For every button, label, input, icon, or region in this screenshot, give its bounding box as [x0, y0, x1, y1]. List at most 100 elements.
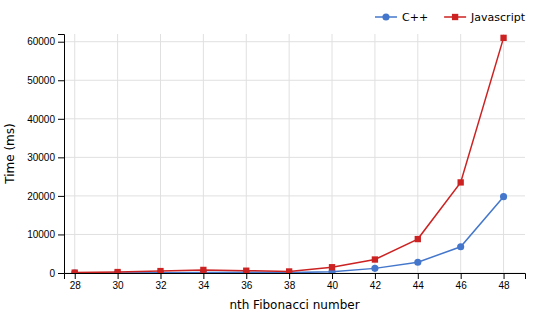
- grid-line: [74, 34, 75, 273]
- legend-swatch: [382, 13, 389, 20]
- plot-area: [71, 35, 507, 273]
- tick-mark: [246, 273, 247, 279]
- grid-line: [203, 34, 204, 273]
- marker: [371, 265, 378, 272]
- marker: [243, 268, 249, 273]
- tick-label: 30: [113, 280, 125, 291]
- tick-label: 30000: [27, 152, 55, 163]
- grid: [64, 34, 525, 273]
- grid-line: [374, 34, 375, 273]
- marker: [114, 269, 120, 273]
- tick-label: 44: [413, 280, 425, 291]
- tick: 42: [370, 273, 382, 291]
- tick-label: 0: [49, 268, 55, 279]
- y-axis: 0 10000 20000 30000 40000 50000 60000: [27, 35, 64, 279]
- legend-item: C++: [375, 11, 428, 24]
- x-axis: 28 30 32 34 36 38 40 42 44 46 48: [65, 273, 526, 291]
- tick: 30: [113, 273, 125, 291]
- tick-label: 34: [198, 280, 210, 291]
- tick: 32: [155, 273, 167, 291]
- tick-label: 60000: [27, 36, 55, 47]
- tick-mark: [332, 273, 333, 279]
- grid-line: [64, 234, 525, 235]
- tick-label: 42: [370, 280, 382, 291]
- tick-label: 38: [284, 280, 296, 291]
- grid-line: [64, 41, 525, 42]
- marker: [71, 269, 78, 273]
- grid-line: [117, 34, 118, 273]
- grid-line: [332, 34, 333, 273]
- legend-swatch: [452, 14, 458, 20]
- tick: 46: [456, 273, 468, 291]
- tick-mark: [58, 234, 64, 235]
- tick-mark: [160, 273, 161, 279]
- tick-label: 48: [498, 280, 510, 291]
- marker: [72, 269, 78, 273]
- axis-line: [65, 274, 526, 280]
- y-axis-title: Time (ms): [3, 123, 17, 185]
- marker: [414, 259, 421, 266]
- marker: [372, 256, 378, 262]
- tick-label: 20000: [27, 191, 55, 202]
- legend-item: Javascript: [444, 11, 526, 24]
- x-axis-title: nth Fibonacci number: [229, 298, 359, 312]
- marker: [457, 243, 464, 250]
- tick: 34: [198, 273, 210, 291]
- tick: 20000: [27, 191, 64, 202]
- grid-line: [64, 195, 525, 196]
- tick-mark: [75, 273, 76, 279]
- grid-line: [503, 34, 504, 273]
- tick-mark: [58, 157, 64, 158]
- grid-line: [160, 34, 161, 273]
- tick-mark: [58, 273, 64, 274]
- legend-label: C++: [402, 11, 428, 24]
- grid-line: [460, 34, 461, 273]
- line: [75, 38, 504, 273]
- tick: 60000: [27, 36, 64, 47]
- tick: 44: [413, 273, 425, 291]
- tick-label: 40000: [27, 114, 55, 125]
- tick: 0: [49, 268, 64, 279]
- marker: [157, 268, 163, 273]
- marker: [500, 35, 506, 41]
- chart: 28 30 32 34 36 38 40 42 44 46 48 0 10000 20000 30000 40…: [0, 0, 541, 317]
- tick: 40: [327, 273, 339, 291]
- marker: [458, 179, 464, 185]
- tick: 38: [284, 273, 296, 291]
- tick: 28: [70, 273, 82, 291]
- grid-line: [289, 34, 290, 273]
- tick-mark: [58, 119, 64, 120]
- legend: C++ Javascript: [375, 11, 526, 24]
- tick: 50000: [27, 75, 64, 86]
- marker: [286, 268, 292, 273]
- axis-line: [58, 35, 65, 274]
- tick-mark: [375, 273, 376, 279]
- marker: [200, 267, 206, 273]
- tick: 48: [498, 273, 510, 291]
- series: [71, 193, 507, 273]
- tick-label: 40: [327, 280, 339, 291]
- tick: 36: [241, 273, 253, 291]
- tick-label: 10000: [27, 229, 55, 240]
- line: [75, 197, 504, 273]
- marker: [114, 269, 121, 273]
- tick: 40000: [27, 114, 64, 125]
- tick-label: 36: [241, 280, 253, 291]
- tick: 10000: [27, 229, 64, 240]
- marker: [286, 269, 293, 273]
- tick-label: 46: [456, 280, 468, 291]
- tick-mark: [58, 42, 64, 43]
- series: [72, 35, 507, 273]
- tick-label: 28: [70, 280, 82, 291]
- tick-label: 50000: [27, 75, 55, 86]
- tick-label: 32: [155, 280, 167, 291]
- marker: [500, 193, 507, 200]
- tick-mark: [504, 273, 505, 279]
- tick: 30000: [27, 152, 64, 163]
- tick-mark: [203, 273, 204, 279]
- tick-mark: [418, 273, 419, 279]
- marker: [415, 236, 421, 242]
- tick-mark: [118, 273, 119, 279]
- tick-mark: [58, 196, 64, 197]
- legend-label: Javascript: [470, 11, 526, 24]
